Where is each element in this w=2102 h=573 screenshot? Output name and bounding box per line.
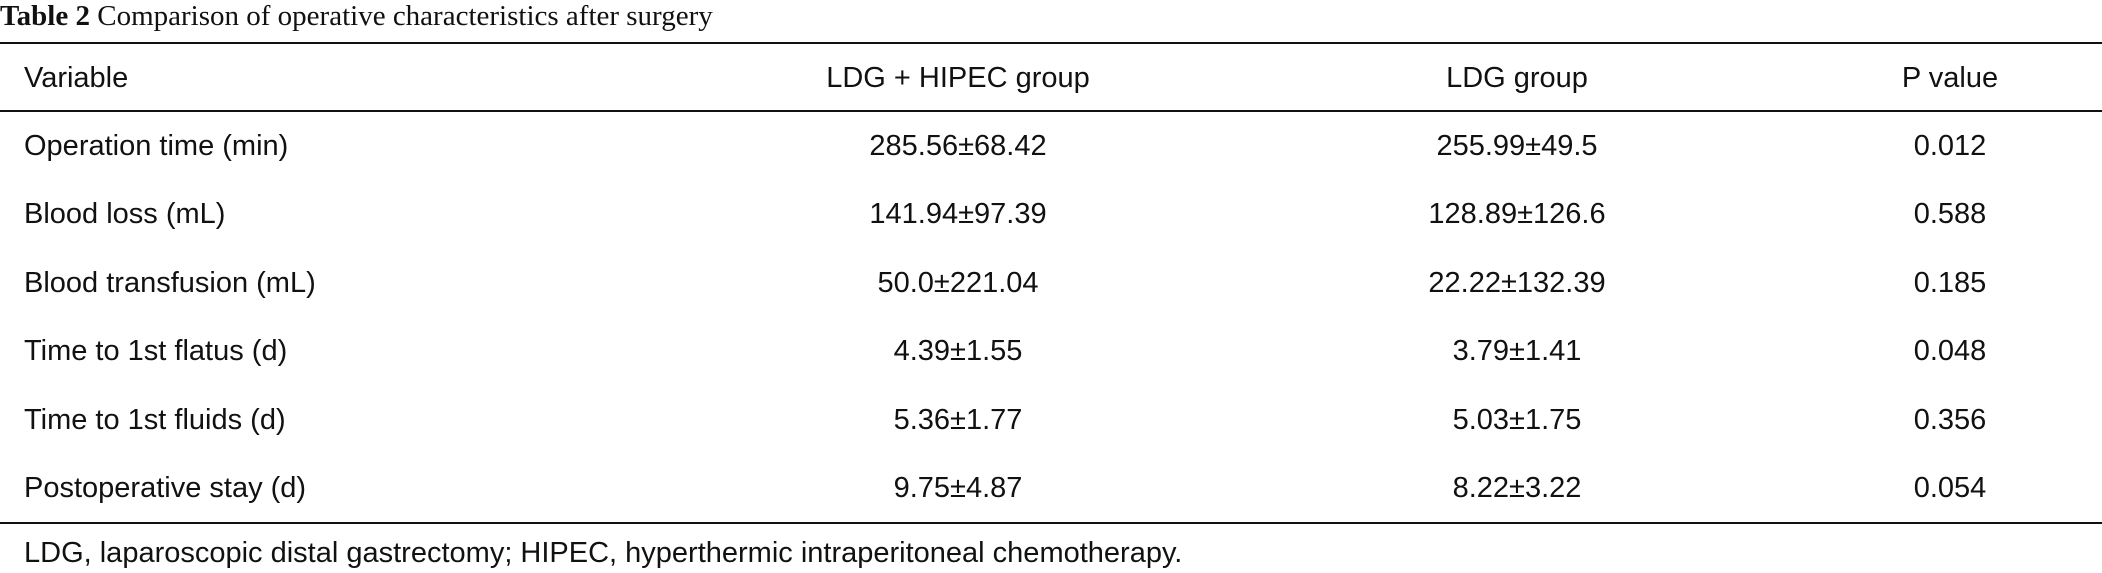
bottom-rule [0,522,2102,524]
table-cell: 141.94±97.39 [869,198,1047,231]
column-header: LDG + HIPEC group [826,62,1090,94]
table-cell: 5.36±1.77 [893,403,1023,436]
table-cell: 285.56±68.42 [869,130,1047,162]
table-cell: 50.0±221.04 [877,266,1039,299]
table-cell: 0.048 [1913,335,1987,368]
table-cell: 0.185 [1913,266,1987,299]
table-title: Comparison of operative characteristics … [97,0,713,32]
row-label: Postoperative stay (d) [24,472,307,504]
column-header: Variable [24,62,129,94]
row-label: Blood transfusion (mL) [24,266,316,299]
table-cell: 0.054 [1913,472,1987,504]
table-label: Table 2 [0,0,90,32]
footnote: LDG, laparoscopic distal gastrectomy; HI… [24,537,1183,569]
table-cell: 0.012 [1913,130,1987,162]
row-label: Time to 1st flatus (d) [24,335,288,368]
header-rule [0,110,2102,112]
table-cell: 8.22±3.22 [1452,472,1582,504]
table-cell: 4.39±1.55 [893,335,1023,368]
table-cell: 0.588 [1913,198,1987,231]
column-header: P value [1901,62,1999,94]
row-label: Operation time (min) [24,130,289,162]
table-caption: Table 2 Comparison of operative characte… [0,0,713,32]
top-rule [0,42,2102,44]
table-cell: 22.22±132.39 [1428,266,1606,299]
row-label: Time to 1st fluids (d) [24,403,286,436]
table-cell: 5.03±1.75 [1452,403,1582,436]
table-cell: 9.75±4.87 [893,472,1023,504]
table-cell: 3.79±1.41 [1452,335,1582,368]
column-header: LDG group [1446,62,1588,94]
table-cell: 0.356 [1913,403,1987,436]
table-cell: 128.89±126.6 [1428,198,1606,231]
row-label: Blood loss (mL) [24,198,226,231]
table-cell: 255.99±49.5 [1436,130,1598,162]
